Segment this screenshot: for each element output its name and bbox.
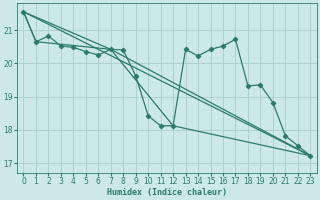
X-axis label: Humidex (Indice chaleur): Humidex (Indice chaleur) [107,188,227,197]
